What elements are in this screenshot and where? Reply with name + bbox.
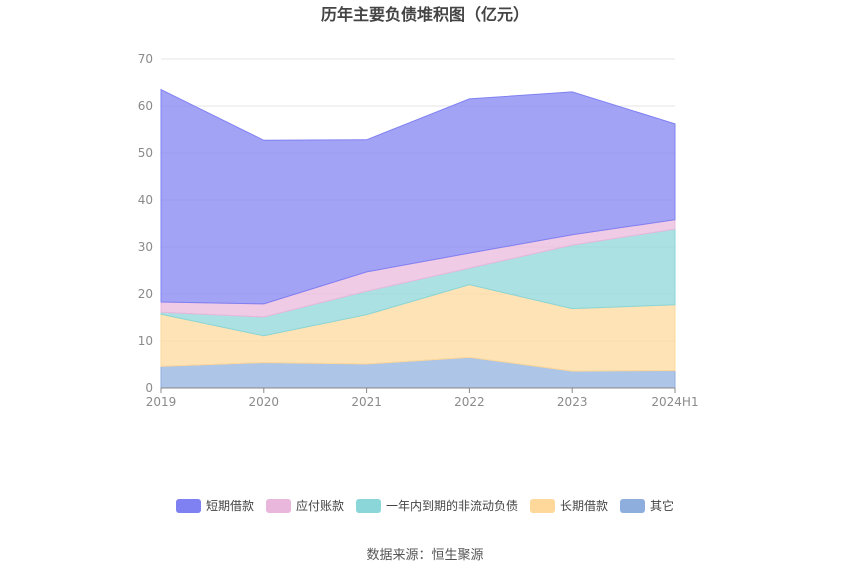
data-source: 数据来源：恒生聚源 xyxy=(366,548,483,563)
legend-item-其它: 其它 xyxy=(620,498,674,513)
legend-swatch xyxy=(176,499,201,513)
y-tick-label: 50 xyxy=(138,146,153,160)
legend-swatch xyxy=(266,499,291,513)
legend-label: 应付账款 xyxy=(296,498,344,513)
y-tick-label: 60 xyxy=(138,99,153,113)
axes: 0 10 20 30 40 50 60 70 2019 2020 2021 2022 2023 2024H… xyxy=(138,52,699,409)
area-短期借款 xyxy=(160,88,676,305)
chart-title: 历年主要负债堆积图（亿元） xyxy=(321,5,529,24)
y-tick-label: 40 xyxy=(138,193,153,207)
legend-item-短期借款: 短期借款 xyxy=(176,499,254,513)
x-tick-label: 2022 xyxy=(454,395,485,409)
legend-label: 长期借款 xyxy=(560,499,608,513)
x-tick-label: 2021 xyxy=(351,395,382,409)
legend-label: 短期借款 xyxy=(206,499,254,513)
y-tick-label: 20 xyxy=(138,287,153,301)
legend-label: 其它 xyxy=(650,498,674,513)
y-tick-label: 0 xyxy=(145,381,153,395)
plot-area xyxy=(160,88,676,389)
x-tick-label: 2019 xyxy=(146,395,177,409)
x-tick-label: 2023 xyxy=(557,395,588,409)
legend-item-应付账款: 应付账款 xyxy=(266,498,344,513)
y-tick-label: 10 xyxy=(138,334,153,348)
y-tick-label: 30 xyxy=(138,240,153,254)
legend-item-一年内到期的非流动负债: 一年内到期的非流动负债 xyxy=(356,498,518,513)
legend: 短期借款 应付账款 一年内到期的非流动负债 长期借款 其它 xyxy=(176,498,674,513)
legend-swatch xyxy=(356,499,381,513)
y-tick-label: 70 xyxy=(138,52,153,66)
legend-swatch xyxy=(530,499,555,513)
x-tick-label: 2024H1 xyxy=(651,395,698,409)
legend-swatch xyxy=(620,499,645,513)
x-tick-label: 2020 xyxy=(249,395,280,409)
legend-label: 一年内到期的非流动负债 xyxy=(386,498,518,513)
legend-item-长期借款: 长期借款 xyxy=(530,499,608,513)
